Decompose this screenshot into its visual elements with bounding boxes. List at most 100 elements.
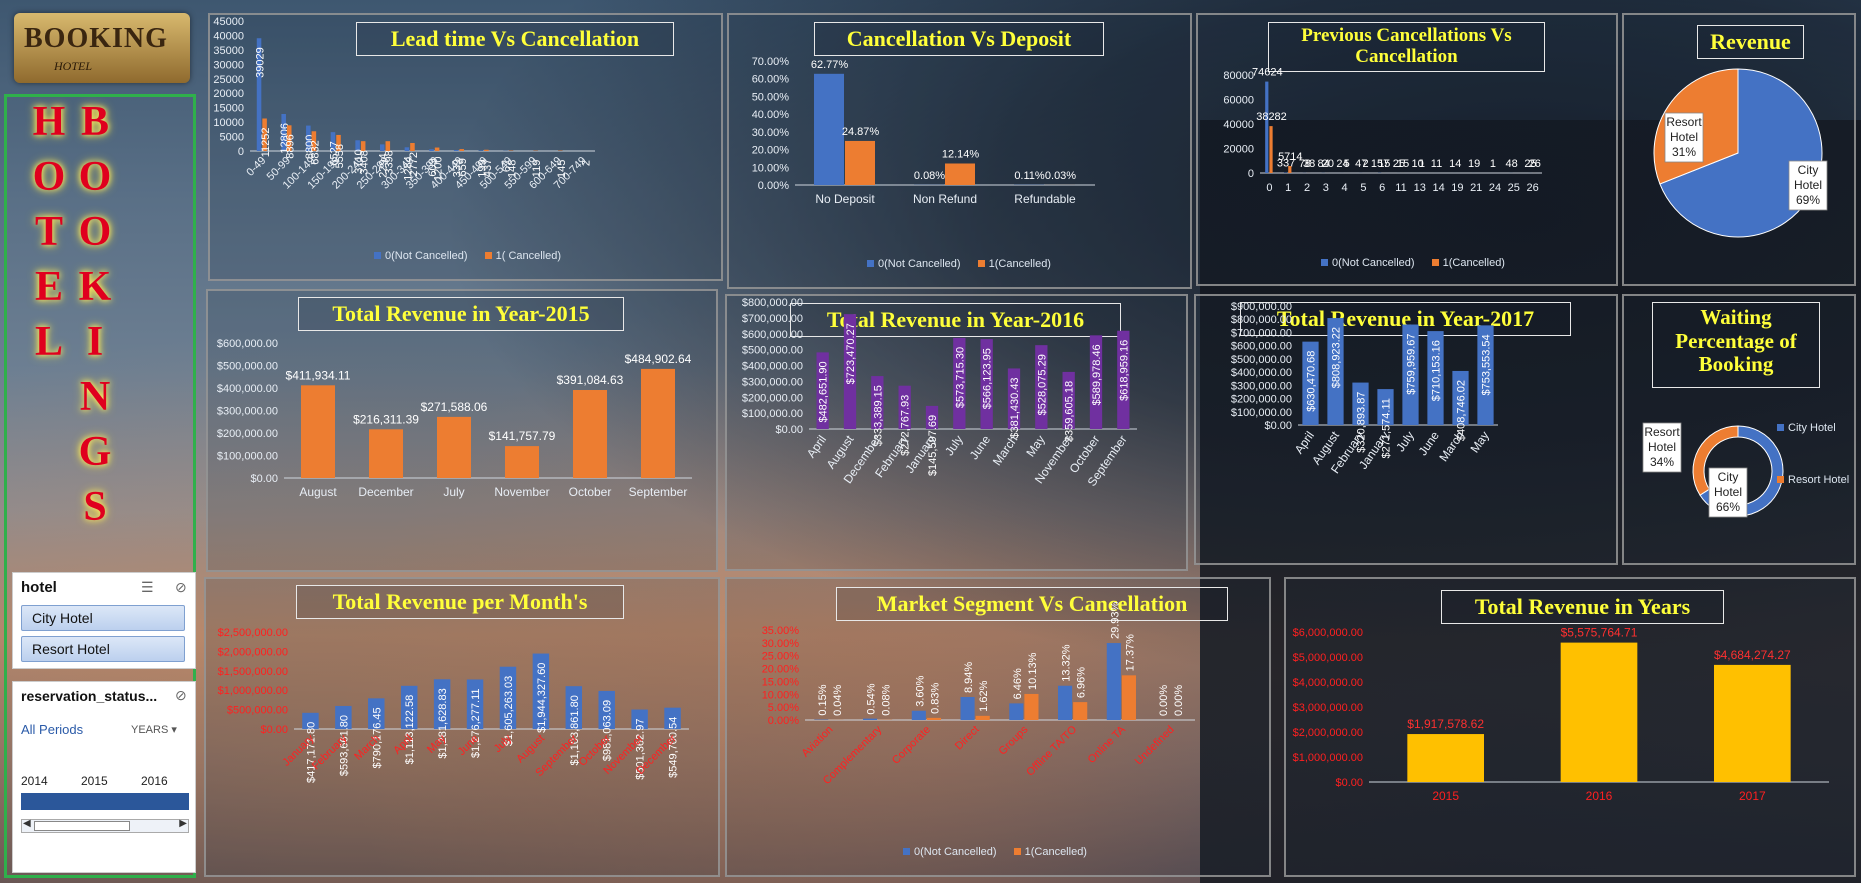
y-tick-label: $300,000.00 bbox=[742, 376, 803, 388]
data-label: 19 bbox=[1468, 158, 1480, 170]
data-label: 199 bbox=[476, 159, 488, 177]
multi-select-icon[interactable]: ☰ bbox=[141, 579, 154, 595]
pie-label-box bbox=[1708, 467, 1748, 518]
data-label: 1 bbox=[1419, 158, 1425, 170]
y-tick-label: 0 bbox=[238, 146, 244, 158]
bar bbox=[499, 666, 517, 729]
timeline-range-bar[interactable] bbox=[21, 793, 189, 810]
y-tick-label: 70.00% bbox=[752, 56, 790, 68]
bar bbox=[256, 38, 262, 151]
data-label: 38 bbox=[1303, 158, 1315, 170]
slicer-item-resort-hotel[interactable]: Resort Hotel bbox=[21, 636, 185, 662]
x-tick-label: Online TA bbox=[1086, 723, 1129, 766]
data-label: 3.60% bbox=[914, 675, 926, 706]
timeline-unit-dropdown[interactable]: YEARS ▾ bbox=[131, 724, 177, 736]
y-tick-label: $300,000.00 bbox=[217, 406, 278, 418]
scroll-left-icon[interactable]: ◀ bbox=[23, 818, 31, 829]
x-tick-label: May bbox=[1023, 433, 1047, 460]
y-tick-label: $500,000.00 bbox=[217, 361, 278, 373]
x-tick-label: Aviation bbox=[799, 724, 835, 760]
hotel-slicer: hotel ☰ ⊘ City Hotel Resort Hotel bbox=[12, 572, 196, 669]
bar bbox=[1009, 703, 1024, 720]
scroll-right-icon[interactable]: ▶ bbox=[179, 818, 187, 829]
data-label: 0.08% bbox=[881, 684, 893, 715]
bar bbox=[360, 141, 366, 151]
y-tick-label: 25.00% bbox=[762, 651, 800, 663]
y-tick-label: 10.00% bbox=[752, 162, 790, 174]
bar bbox=[286, 125, 292, 151]
timeline-scroll-thumb[interactable] bbox=[34, 821, 130, 831]
data-label: $333,389.15 bbox=[872, 385, 884, 446]
data-label: $1,281,628.83 bbox=[437, 688, 449, 758]
data-label: 25 bbox=[1524, 158, 1536, 170]
y-tick-label: $600,000.00 bbox=[1231, 341, 1292, 353]
title-market: Market Segment Vs Cancellation bbox=[836, 587, 1228, 621]
y-tick-label: $500,000.00 bbox=[742, 345, 803, 357]
data-label: 0.15% bbox=[817, 684, 829, 715]
bar bbox=[400, 685, 418, 729]
data-label: 84 bbox=[1318, 158, 1330, 170]
y-tick-label: $100,000.00 bbox=[1231, 407, 1292, 419]
timeline-year-2015: 2015 bbox=[81, 774, 108, 788]
title-lead-time: Lead time Vs Cancellation bbox=[356, 22, 674, 56]
bar bbox=[484, 149, 489, 151]
clear-filter-icon[interactable]: ⊘ bbox=[175, 687, 187, 703]
y-tick-label: 35000 bbox=[213, 45, 244, 57]
data-label: 5714 bbox=[1278, 151, 1302, 163]
timeline-year-2016: 2016 bbox=[141, 774, 168, 788]
bar bbox=[1089, 335, 1103, 429]
side-title-letter: T bbox=[34, 209, 63, 255]
y-tick-label: $2,000,000.00 bbox=[1293, 727, 1363, 739]
y-tick-label: $0.00 bbox=[1335, 777, 1363, 789]
timeline-scrollbar[interactable]: ◀ ▶ bbox=[21, 818, 189, 833]
bar bbox=[459, 149, 465, 151]
y-tick-label: $4,000,000.00 bbox=[1293, 677, 1363, 689]
timeline-all-periods: All Periods bbox=[21, 722, 84, 737]
data-label: $1,605,263.03 bbox=[503, 676, 515, 746]
data-label: 5 bbox=[1344, 158, 1350, 170]
data-label: 20 bbox=[1322, 158, 1334, 170]
bar bbox=[843, 314, 857, 429]
bar bbox=[306, 125, 311, 151]
data-label: 47 bbox=[1355, 158, 1367, 170]
pie-label-box bbox=[1788, 160, 1828, 211]
revenue-2017-chart: $900,000.00$800,000.00$700,000.00 $600,00… bbox=[1231, 301, 1498, 476]
x-tick-label: July bbox=[443, 485, 464, 499]
bar bbox=[1377, 389, 1394, 425]
x-tick-label: 14 bbox=[1432, 182, 1444, 194]
pie-label: 31% bbox=[1672, 145, 1696, 159]
bar bbox=[281, 114, 286, 151]
data-label: $141,757.79 bbox=[489, 429, 556, 443]
side-title-letter: O bbox=[32, 154, 66, 200]
slicer-item-city-hotel[interactable]: City Hotel bbox=[21, 605, 185, 631]
data-label: $145,597.69 bbox=[927, 415, 939, 476]
data-label: 1 bbox=[1490, 158, 1496, 170]
side-title-letter: O bbox=[78, 154, 112, 200]
data-label: $573,715.30 bbox=[954, 347, 966, 408]
y-tick-label: 30.00% bbox=[752, 127, 790, 139]
data-label: 67 bbox=[501, 160, 513, 172]
bar bbox=[311, 131, 317, 151]
bar bbox=[664, 707, 681, 729]
y-tick-label: 0.00% bbox=[758, 180, 789, 192]
y-tick-label: 10.00% bbox=[762, 689, 800, 701]
clear-filter-icon[interactable]: ⊘ bbox=[175, 579, 187, 595]
x-tick-label: 11 bbox=[1395, 182, 1406, 194]
data-label: $501,362.97 bbox=[635, 719, 647, 780]
y-tick-label: $100,000.00 bbox=[217, 451, 278, 463]
data-label: $1,276,277.11 bbox=[470, 688, 482, 758]
bar bbox=[336, 134, 341, 151]
x-tick-label: 3 bbox=[1323, 182, 1329, 194]
bar bbox=[1073, 702, 1088, 720]
data-label: $593,661.80 bbox=[338, 715, 350, 776]
y-tick-label: $0.00 bbox=[260, 724, 288, 736]
timeline-slicer: reservation_status... ⊘ All Periods YEAR… bbox=[12, 681, 196, 873]
bar bbox=[1352, 382, 1369, 425]
bar bbox=[863, 718, 878, 720]
data-label: $589,978.46 bbox=[1091, 344, 1103, 405]
data-label: 6832 bbox=[309, 140, 321, 164]
bar bbox=[1714, 664, 1791, 782]
